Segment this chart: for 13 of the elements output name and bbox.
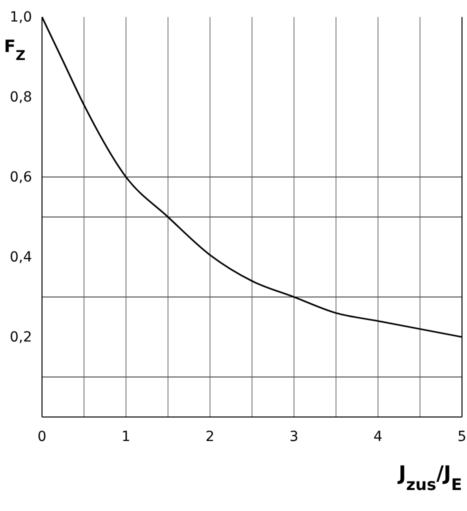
y-tick-label: 0,8 [10,89,32,106]
y-tick-label: 1,0 [10,9,32,26]
x-tick-label: 5 [458,428,466,445]
y-tick-label: 0,2 [10,329,32,346]
x-tick-label: 4 [374,428,383,445]
y-tick-label: 0,6 [10,169,32,186]
x-tick-label: 2 [206,428,214,445]
x-tick-label: 0 [38,428,46,445]
x-tick-label: 3 [290,428,298,445]
y-axis-title: F$_{Z}$ [4,37,26,64]
x-tick-label: 1 [122,428,130,445]
x-axis-title: J$_{zus}$/J$_{E}$ [396,461,462,494]
y-tick-label: 0,4 [10,249,32,266]
